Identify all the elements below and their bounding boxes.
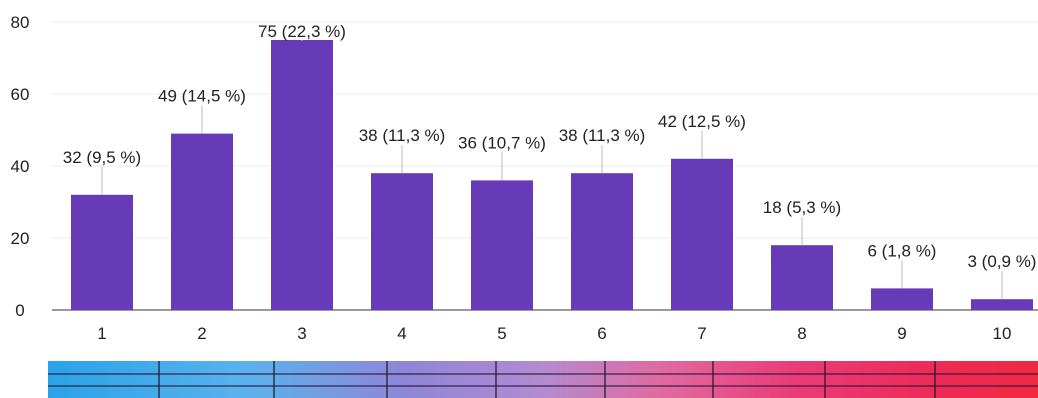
- color-gradient-strip: [48, 361, 1038, 398]
- y-tick-label: 0: [15, 301, 24, 320]
- x-tick-label: 3: [297, 324, 306, 343]
- x-tick-label: 8: [797, 324, 806, 343]
- bar-chart: 0 20 40 60 80 1 2 3 4 5 6 7 8 9 10 32 (9,5 %) 49 (14,5…: [11, 13, 1038, 343]
- data-label: 75 (22,3 %): [258, 22, 346, 41]
- x-tick-label: 1: [97, 324, 106, 343]
- y-tick-label: 40: [11, 157, 30, 176]
- bar: [371, 173, 433, 310]
- x-tick-label: 4: [397, 324, 406, 343]
- data-label: 36 (10,7 %): [458, 133, 546, 152]
- data-label: 42 (12,5 %): [658, 112, 746, 131]
- x-tick-label: 2: [197, 324, 206, 343]
- data-label: 38 (11,3 %): [359, 126, 446, 145]
- bar: [771, 245, 833, 310]
- data-labels: 32 (9,5 %) 49 (14,5 %) 75 (22,3 %) 38 (11,3…: [63, 22, 1037, 300]
- x-tick-label: 7: [697, 324, 706, 343]
- x-tick-label: 6: [597, 324, 606, 343]
- bar: [571, 173, 633, 310]
- y-tick-label: 60: [11, 85, 30, 104]
- data-label: 49 (14,5 %): [158, 87, 246, 106]
- x-tick-label: 5: [497, 324, 506, 343]
- bar: [671, 158, 733, 310]
- x-axis-ticks: 1 2 3 4 5 6 7 8 9 10: [97, 324, 1011, 343]
- data-label: 38 (11,3 %): [559, 126, 646, 145]
- bar: [471, 180, 533, 310]
- bar: [71, 194, 133, 310]
- x-tick-label: 10: [993, 324, 1012, 343]
- bar: [871, 288, 933, 310]
- y-tick-label: 20: [11, 229, 30, 248]
- y-tick-label: 80: [11, 13, 30, 32]
- bar: [171, 133, 233, 310]
- bar: [271, 40, 333, 310]
- bar: [971, 299, 1033, 310]
- data-label: 6 (1,8 %): [868, 241, 937, 260]
- x-tick-label: 9: [897, 324, 906, 343]
- data-label: 32 (9,5 %): [63, 148, 141, 167]
- data-label: 18 (5,3 %): [763, 198, 841, 217]
- data-label: 3 (0,9 %): [968, 252, 1037, 271]
- y-axis-ticks: 0 20 40 60 80: [11, 13, 30, 320]
- bars: [71, 40, 1033, 310]
